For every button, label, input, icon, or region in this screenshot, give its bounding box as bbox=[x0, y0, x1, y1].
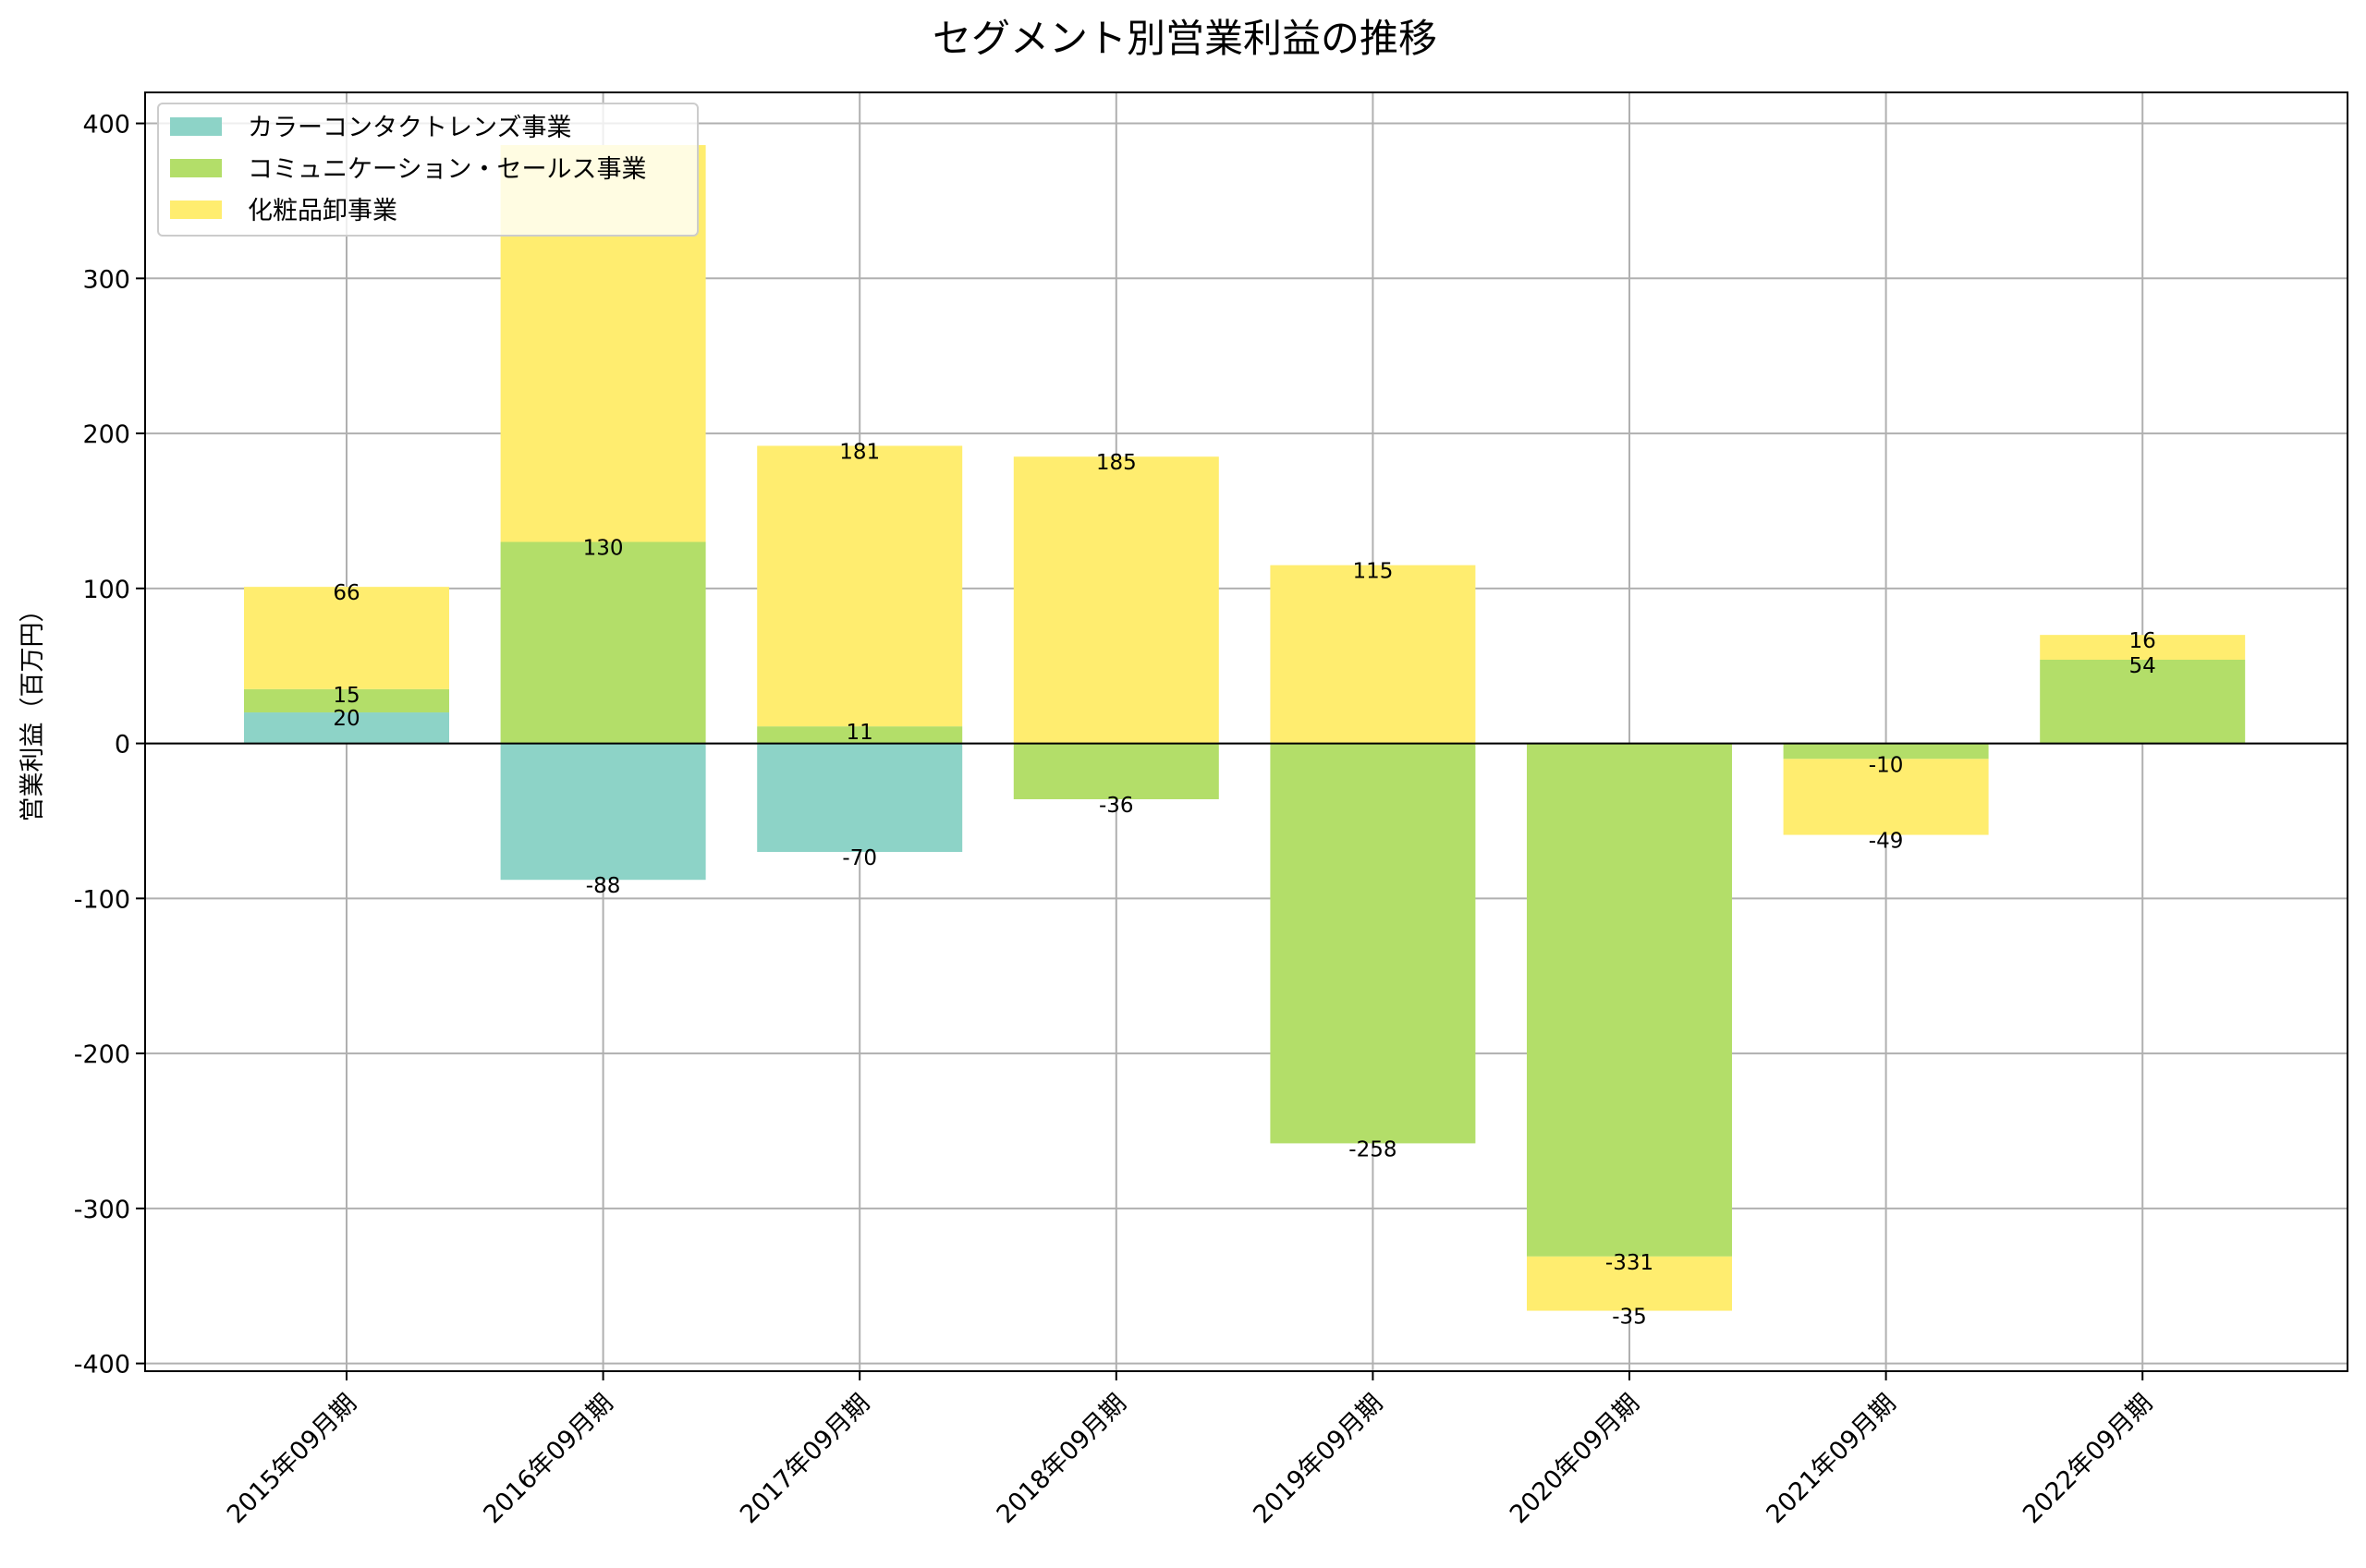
data-label: -49 bbox=[1869, 830, 1904, 854]
grid bbox=[145, 92, 2348, 1371]
data-labels: 2015 66 -88 130 -70 11 181 -36 185 -258 115 -331 -35… bbox=[333, 440, 2155, 1329]
bar-segment bbox=[1013, 743, 1219, 799]
y-tick-label: 200 bbox=[82, 420, 130, 449]
legend-box bbox=[157, 103, 699, 237]
bar-segment bbox=[757, 743, 963, 853]
bar-segment bbox=[244, 712, 449, 744]
bar-segment bbox=[757, 726, 963, 744]
bar-segment bbox=[1013, 456, 1219, 744]
bar-segment bbox=[500, 541, 706, 744]
bar-segment bbox=[244, 688, 449, 713]
data-label: 181 bbox=[839, 440, 880, 464]
x-tick-label: 2022年09月期 bbox=[2018, 1389, 2158, 1529]
legend-swatch bbox=[170, 117, 222, 136]
legend-label: コミュニケーション・セールス事業 bbox=[248, 155, 646, 184]
data-label: 54 bbox=[2129, 654, 2156, 678]
y-tick-label: -400 bbox=[74, 1351, 130, 1380]
bar-segment bbox=[1270, 565, 1476, 744]
bar-segment bbox=[500, 743, 706, 881]
y-tick-label: -300 bbox=[74, 1196, 130, 1224]
x-tick-label: 2016年09月期 bbox=[478, 1389, 618, 1529]
bar-segment bbox=[2040, 635, 2246, 660]
data-label: 11 bbox=[847, 721, 873, 745]
y-tick-label: 300 bbox=[82, 265, 130, 294]
bar-segment bbox=[1783, 759, 1989, 835]
data-label: -10 bbox=[1869, 753, 1904, 777]
data-label: 66 bbox=[333, 581, 360, 605]
chart-title: セグメント別営業利益の推移 bbox=[933, 16, 1437, 61]
y-tick-label: -100 bbox=[74, 885, 130, 914]
bar-segment bbox=[1527, 1256, 1732, 1311]
y-tick-label: 100 bbox=[82, 576, 130, 604]
x-tick-label: 2017年09月期 bbox=[735, 1389, 875, 1529]
data-label: 20 bbox=[333, 707, 360, 731]
x-tick-label: 2015年09月期 bbox=[222, 1389, 362, 1529]
bar-segment bbox=[1270, 743, 1476, 1144]
bar-segment bbox=[1527, 743, 1732, 1257]
x-tick-label: 2018年09月期 bbox=[992, 1389, 1132, 1529]
data-label: 185 bbox=[1096, 451, 1137, 475]
legend-swatch bbox=[170, 159, 222, 177]
bar-segment bbox=[2040, 659, 2246, 744]
bars bbox=[244, 145, 2246, 1311]
y-tick-label: 0 bbox=[115, 731, 130, 760]
y-tick-label: -200 bbox=[74, 1040, 130, 1069]
legend-label: 化粧品卸事業 bbox=[248, 197, 397, 225]
x-tick-label: 2019年09月期 bbox=[1248, 1389, 1388, 1529]
data-label: -35 bbox=[1612, 1306, 1647, 1330]
data-label: -36 bbox=[1099, 794, 1134, 818]
data-label: 130 bbox=[583, 536, 624, 560]
x-tick-label: 2020年09月期 bbox=[1505, 1389, 1645, 1529]
bar-segment bbox=[1783, 743, 1989, 760]
data-label: 15 bbox=[333, 684, 360, 708]
legend-label: カラーコンタクトレンズ事業 bbox=[248, 114, 571, 142]
bar-segment bbox=[757, 445, 963, 727]
data-label: 115 bbox=[1352, 560, 1393, 584]
data-label: 16 bbox=[2129, 629, 2156, 653]
data-label: -331 bbox=[1605, 1251, 1653, 1275]
x-tick-label: 2021年09月期 bbox=[1761, 1389, 1901, 1529]
plot-frame bbox=[144, 91, 2348, 1372]
data-label: -258 bbox=[1348, 1137, 1396, 1161]
data-label: -70 bbox=[842, 846, 877, 870]
data-label: -88 bbox=[586, 874, 621, 898]
y-axis-label: 営業利益（百万円） bbox=[18, 598, 47, 822]
legend-swatch bbox=[170, 201, 222, 219]
bar-segment bbox=[244, 587, 449, 689]
y-tick-label: 400 bbox=[82, 111, 130, 140]
